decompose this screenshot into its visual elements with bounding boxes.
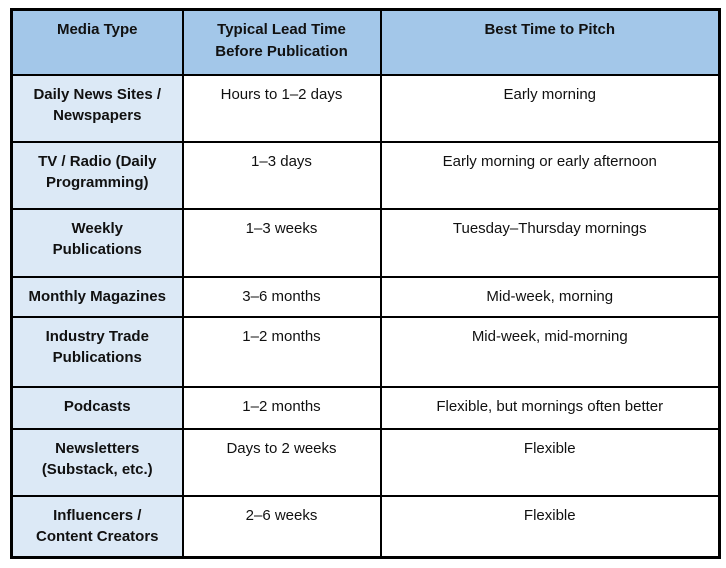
header-media-type: Media Type xyxy=(10,8,184,76)
media-type-cell: Weekly Publications xyxy=(10,207,184,278)
table-row-weekly-publications: Weekly Publications 1–3 weeks Tuesday–Th… xyxy=(10,207,721,278)
pitch-time-cell: Tuesday–Thursday mornings xyxy=(379,207,721,278)
lead-time-cell: 2–6 weeks xyxy=(181,494,382,559)
lead-time-cell: 3–6 months xyxy=(181,275,382,318)
pitch-time-cell: Flexible xyxy=(379,427,721,497)
lead-time-cell: Days to 2 weeks xyxy=(181,427,382,497)
header-lead-time: Typical Lead Time Before Publication xyxy=(181,8,382,76)
pitch-time-cell: Flexible, but mornings often better xyxy=(379,385,721,430)
table-row-industry-trade: Industry Trade Publications 1–2 months M… xyxy=(10,315,721,388)
table-row-daily-news: Daily News Sites / Newspapers Hours to 1… xyxy=(10,73,721,143)
lead-time-cell: Hours to 1–2 days xyxy=(181,73,382,143)
header-row: Media Type Typical Lead Time Before Publ… xyxy=(10,8,721,76)
lead-time-cell: 1–2 months xyxy=(181,385,382,430)
media-type-cell: Podcasts xyxy=(10,385,184,430)
media-type-cell: Industry Trade Publications xyxy=(10,315,184,388)
table-row-tv-radio: TV / Radio (Daily Programming) 1–3 days … xyxy=(10,140,721,210)
table-row-podcasts: Podcasts 1–2 months Flexible, but mornin… xyxy=(10,385,721,430)
pitch-time-cell: Early morning xyxy=(379,73,721,143)
media-pitch-timing-table: Media Type Typical Lead Time Before Publ… xyxy=(10,8,721,559)
pitch-time-cell: Mid-week, morning xyxy=(379,275,721,318)
media-type-cell: TV / Radio (Daily Programming) xyxy=(10,140,184,210)
lead-time-cell: 1–3 weeks xyxy=(181,207,382,278)
media-type-cell: Daily News Sites / Newspapers xyxy=(10,73,184,143)
media-type-cell: Influencers / Content Creators xyxy=(10,494,184,559)
pitch-time-cell: Flexible xyxy=(379,494,721,559)
table-row-monthly-magazines: Monthly Magazines 3–6 months Mid-week, m… xyxy=(10,275,721,318)
header-best-time-to-pitch: Best Time to Pitch xyxy=(379,8,721,76)
media-type-cell: Monthly Magazines xyxy=(10,275,184,318)
lead-time-cell: 1–3 days xyxy=(181,140,382,210)
pitch-time-cell: Mid-week, mid-morning xyxy=(379,315,721,388)
table-row-newsletters: Newsletters (Substack, etc.) Days to 2 w… xyxy=(10,427,721,497)
table-row-influencers: Influencers / Content Creators 2–6 weeks… xyxy=(10,494,721,559)
media-type-cell: Newsletters (Substack, etc.) xyxy=(10,427,184,497)
lead-time-cell: 1–2 months xyxy=(181,315,382,388)
pitch-time-cell: Early morning or early afternoon xyxy=(379,140,721,210)
